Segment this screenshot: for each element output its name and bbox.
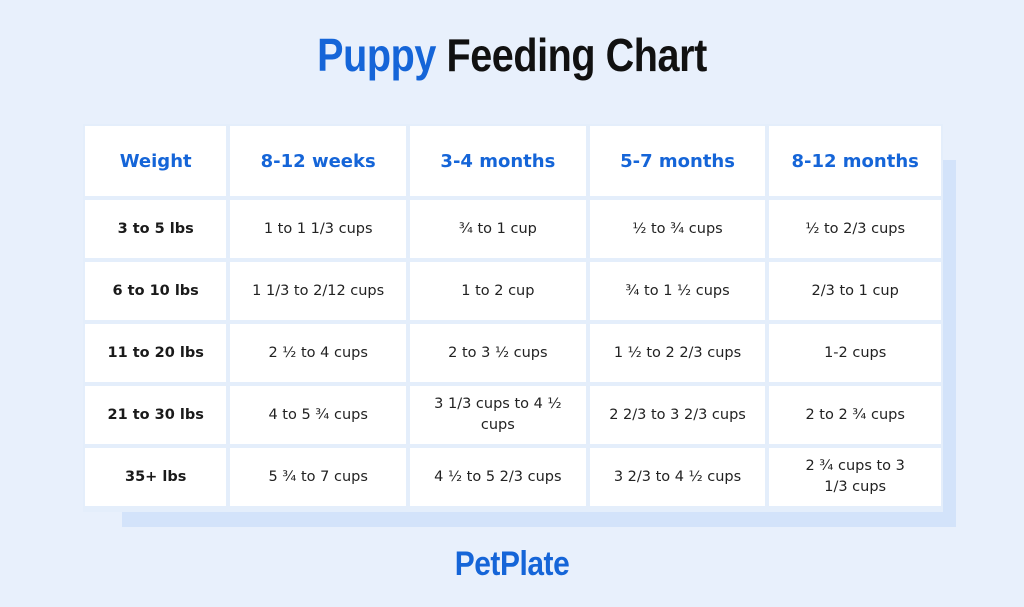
table-row: 3 to 5 lbs 1 to 1 1/3 cups ¾ to 1 cup ½ … (85, 200, 941, 258)
table-cell: 2 to 3 ½ cups (410, 324, 586, 382)
weight-cell: 35+ lbs (85, 448, 227, 506)
header-3-4-months: 3-4 months (410, 126, 586, 196)
title-accent: Puppy (317, 29, 436, 81)
table-cell: ¾ to 1 cup (410, 200, 586, 258)
table-cell: ½ to ¾ cups (589, 200, 766, 258)
petplate-logo: PetPlate (454, 545, 570, 583)
feeding-table-container: Weight 8-12 weeks 3-4 months 5-7 months … (83, 124, 943, 512)
table-cell: 1 ½ to 2 2/3 cups (589, 324, 766, 382)
chart-title: Puppy Feeding Chart (72, 28, 953, 82)
table-cell: 1 to 2 cup (410, 262, 586, 320)
header-5-7-months: 5-7 months (589, 126, 766, 196)
table-cell: 4 to 5 ¾ cups (230, 386, 407, 444)
table-cell: 2 2/3 to 3 2/3 cups (589, 386, 766, 444)
table-cell: 2/3 to 1 cup (769, 262, 941, 320)
weight-cell: 21 to 30 lbs (85, 386, 227, 444)
weight-cell: 3 to 5 lbs (85, 200, 227, 258)
table-row: 11 to 20 lbs 2 ½ to 4 cups 2 to 3 ½ cups… (85, 324, 941, 382)
table-cell: 1 1/3 to 2/12 cups (230, 262, 407, 320)
table-cell: 1 to 1 1/3 cups (230, 200, 407, 258)
weight-cell: 11 to 20 lbs (85, 324, 227, 382)
feeding-table: Weight 8-12 weeks 3-4 months 5-7 months … (81, 122, 945, 510)
header-row: Weight 8-12 weeks 3-4 months 5-7 months … (85, 126, 941, 196)
header-8-12-months: 8-12 months (769, 126, 941, 196)
weight-cell: 6 to 10 lbs (85, 262, 227, 320)
table-cell: 4 ½ to 5 2/3 cups (410, 448, 586, 506)
table-cell: 3 2/3 to 4 ½ cups (589, 448, 766, 506)
table-cell: 5 ¾ to 7 cups (230, 448, 407, 506)
header-8-12-weeks: 8-12 weeks (230, 126, 407, 196)
table-cell: ½ to 2/3 cups (769, 200, 941, 258)
table-cell: ¾ to 1 ½ cups (589, 262, 766, 320)
table-cell: 2 ¾ cups to 3 1/3 cups (769, 448, 941, 506)
header-weight: Weight (85, 126, 227, 196)
table-row: 6 to 10 lbs 1 1/3 to 2/12 cups 1 to 2 cu… (85, 262, 941, 320)
table-row: 21 to 30 lbs 4 to 5 ¾ cups 3 1/3 cups to… (85, 386, 941, 444)
table-cell: 3 1/3 cups to 4 ½ cups (410, 386, 586, 444)
table-row: 35+ lbs 5 ¾ to 7 cups 4 ½ to 5 2/3 cups … (85, 448, 941, 506)
title-rest: Feeding Chart (446, 29, 707, 81)
table-cell: 2 to 2 ¾ cups (769, 386, 941, 444)
table-cell: 1-2 cups (769, 324, 941, 382)
table-cell: 2 ½ to 4 cups (230, 324, 407, 382)
